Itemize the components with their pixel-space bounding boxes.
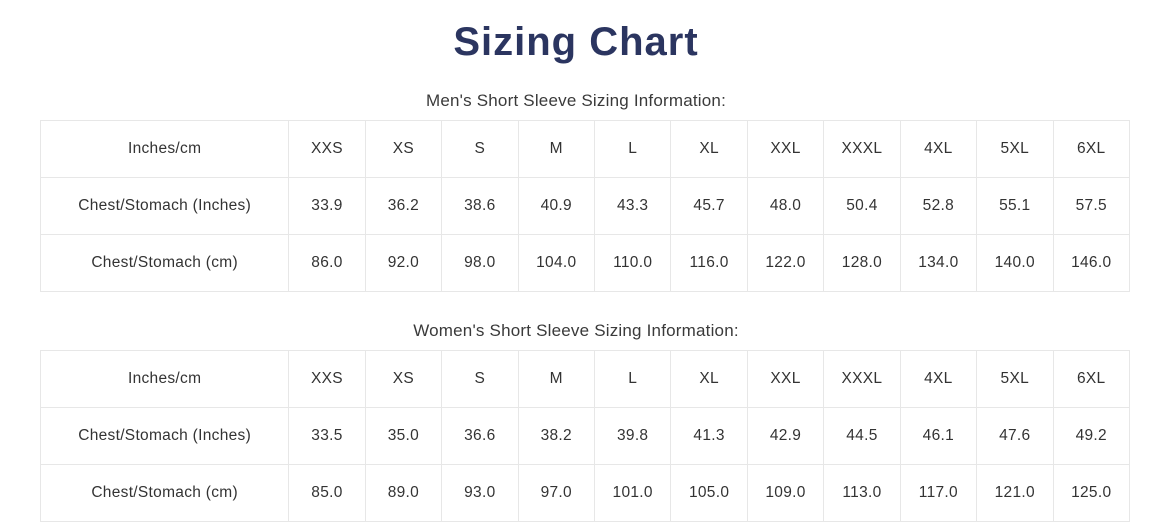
womens-sizing-section: Women's Short Sleeve Sizing Information:… bbox=[0, 320, 1152, 522]
size-value: 47.6 bbox=[976, 407, 1054, 465]
size-value: 49.2 bbox=[1052, 407, 1130, 465]
column-header: XXXL bbox=[823, 350, 901, 408]
size-value: 33.5 bbox=[288, 407, 366, 465]
table-row: Chest/Stomach (cm) 85.0 89.0 93.0 97.0 101.0 1… bbox=[39, 464, 1130, 522]
womens-table-caption: Women's Short Sleeve Sizing Information: bbox=[413, 321, 739, 340]
size-value: 97.0 bbox=[517, 464, 595, 522]
size-value: 86.0 bbox=[288, 234, 366, 292]
table-row: Chest/Stomach (Inches) 33.5 35.0 36.6 38.2 39… bbox=[39, 407, 1130, 465]
womens-sizing-table: Inches/cm XXS XS S M L XL XXL XXXL 4XL 5XL 6XL Chest… bbox=[39, 350, 1130, 522]
size-value: 146.0 bbox=[1052, 234, 1130, 292]
size-value: 128.0 bbox=[823, 234, 901, 292]
size-value: 93.0 bbox=[441, 464, 519, 522]
size-value: 46.1 bbox=[899, 407, 978, 465]
size-value: 40.9 bbox=[517, 177, 595, 235]
size-value: 117.0 bbox=[899, 464, 978, 522]
column-header: 4XL bbox=[899, 120, 978, 178]
size-value: 45.7 bbox=[670, 177, 748, 235]
size-value: 33.9 bbox=[288, 177, 366, 235]
row-label: Chest/Stomach (Inches) bbox=[39, 177, 290, 235]
size-value: 140.0 bbox=[976, 234, 1054, 292]
column-header: Inches/cm bbox=[39, 120, 290, 178]
size-value: 36.6 bbox=[441, 407, 519, 465]
size-value: 35.0 bbox=[364, 407, 443, 465]
table-header-row: Inches/cm XXS XS S M L XL XXL XXXL 4XL 5XL 6XL bbox=[39, 350, 1130, 408]
column-header: 6XL bbox=[1052, 120, 1130, 178]
size-value: 105.0 bbox=[670, 464, 748, 522]
size-value: 85.0 bbox=[288, 464, 366, 522]
mens-sizing-section: Men's Short Sleeve Sizing Information: I… bbox=[0, 90, 1152, 292]
column-header: XXS bbox=[288, 350, 366, 408]
column-header: XS bbox=[364, 120, 443, 178]
page-title: Sizing Chart bbox=[453, 20, 699, 64]
column-header: XL bbox=[670, 350, 748, 408]
column-header: S bbox=[441, 120, 519, 178]
size-value: 39.8 bbox=[593, 407, 672, 465]
column-header: L bbox=[593, 350, 672, 408]
column-header: Inches/cm bbox=[39, 350, 290, 408]
size-value: 134.0 bbox=[899, 234, 978, 292]
column-header: 5XL bbox=[976, 120, 1054, 178]
column-header: XXL bbox=[746, 120, 825, 178]
size-value: 121.0 bbox=[976, 464, 1054, 522]
size-value: 110.0 bbox=[593, 234, 672, 292]
size-value: 98.0 bbox=[441, 234, 519, 292]
column-header: 4XL bbox=[899, 350, 978, 408]
column-header: XXL bbox=[746, 350, 825, 408]
column-header: 6XL bbox=[1052, 350, 1130, 408]
size-value: 38.6 bbox=[441, 177, 519, 235]
size-value: 55.1 bbox=[976, 177, 1054, 235]
table-header-row: Inches/cm XXS XS S M L XL XXL XXXL 4XL 5XL 6XL bbox=[39, 120, 1130, 178]
column-header: XS bbox=[364, 350, 443, 408]
size-value: 43.3 bbox=[593, 177, 672, 235]
size-value: 36.2 bbox=[364, 177, 443, 235]
size-value: 101.0 bbox=[593, 464, 672, 522]
table-row: Chest/Stomach (cm) 86.0 92.0 98.0 104.0 110.0… bbox=[39, 234, 1130, 292]
size-value: 42.9 bbox=[746, 407, 825, 465]
size-value: 104.0 bbox=[517, 234, 595, 292]
size-value: 109.0 bbox=[746, 464, 825, 522]
size-value: 38.2 bbox=[517, 407, 595, 465]
size-value: 113.0 bbox=[823, 464, 901, 522]
column-header: S bbox=[441, 350, 519, 408]
size-value: 48.0 bbox=[746, 177, 825, 235]
column-header: M bbox=[517, 120, 595, 178]
table-row: Chest/Stomach (Inches) 33.9 36.2 38.6 40.9 43… bbox=[39, 177, 1130, 235]
size-value: 52.8 bbox=[899, 177, 978, 235]
size-value: 122.0 bbox=[746, 234, 825, 292]
mens-table-caption: Men's Short Sleeve Sizing Information: bbox=[426, 91, 726, 110]
column-header: XXXL bbox=[823, 120, 901, 178]
column-header: XXS bbox=[288, 120, 366, 178]
size-value: 92.0 bbox=[364, 234, 443, 292]
size-value: 41.3 bbox=[670, 407, 748, 465]
row-label: Chest/Stomach (cm) bbox=[39, 234, 290, 292]
column-header: M bbox=[517, 350, 595, 408]
column-header: XL bbox=[670, 120, 748, 178]
size-value: 50.4 bbox=[823, 177, 901, 235]
size-value: 125.0 bbox=[1052, 464, 1130, 522]
column-header: 5XL bbox=[976, 350, 1054, 408]
column-header: L bbox=[593, 120, 672, 178]
size-value: 57.5 bbox=[1052, 177, 1130, 235]
mens-sizing-table: Inches/cm XXS XS S M L XL XXL XXXL 4XL 5XL 6XL Chest… bbox=[39, 120, 1130, 292]
row-label: Chest/Stomach (Inches) bbox=[39, 407, 290, 465]
size-value: 89.0 bbox=[364, 464, 443, 522]
row-label: Chest/Stomach (cm) bbox=[39, 464, 290, 522]
size-value: 116.0 bbox=[670, 234, 748, 292]
size-value: 44.5 bbox=[823, 407, 901, 465]
